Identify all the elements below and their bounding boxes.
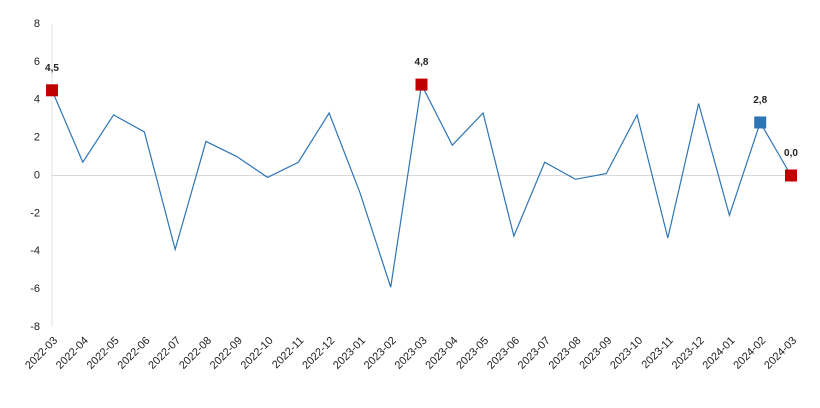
marker <box>46 84 58 97</box>
x-tick-label: 2022-07 <box>146 335 183 372</box>
y-tick-label: -6 <box>30 283 40 295</box>
y-tick-label: -8 <box>30 321 40 333</box>
data-label: 4,5 <box>45 63 59 74</box>
y-tick-label: 6 <box>34 56 40 68</box>
x-tick-label: 2023-06 <box>485 335 522 372</box>
y-tick-label: -4 <box>30 245 40 257</box>
x-tick-label: 2022-03 <box>23 335 60 372</box>
x-tick-label: 2023-05 <box>454 335 491 372</box>
x-tick-label: 2022-05 <box>85 335 122 372</box>
marker <box>415 78 428 91</box>
data-label: 2,8 <box>753 95 767 106</box>
x-tick-label: 2023-11 <box>640 335 676 371</box>
data-label: 0,0 <box>784 148 798 159</box>
data-label: 4,8 <box>415 57 429 68</box>
x-tick-label: 2022-10 <box>239 335 276 372</box>
x-tick-label: 2023-02 <box>362 335 399 372</box>
y-tick-label: -2 <box>30 207 40 219</box>
x-tick-label: 2022-08 <box>177 335 214 372</box>
x-tick-label: 2023-08 <box>547 335 584 372</box>
x-tick-label: 2022-12 <box>300 335 337 372</box>
x-tick-label: 2022-09 <box>208 335 245 372</box>
x-tick-label: 2023-12 <box>670 335 707 372</box>
x-tick-label: 2022-06 <box>116 335 153 372</box>
x-tick-label: 2023-07 <box>516 335 553 372</box>
y-tick-label: 8 <box>34 18 40 30</box>
x-tick-label: 2023-01 <box>331 335 368 372</box>
x-tick-label: 2024-02 <box>731 335 768 372</box>
x-tick-label: 2023-09 <box>577 335 614 372</box>
y-tick-label: 0 <box>34 169 40 181</box>
x-tick-label: 2024-01 <box>701 335 738 372</box>
x-tick-label: 2022-04 <box>54 335 91 372</box>
x-tick-label: 2023-03 <box>393 335 430 372</box>
y-tick-label: 2 <box>34 132 40 144</box>
y-tick-label: 4 <box>34 94 40 106</box>
x-tick-label: 2024-03 <box>762 335 799 372</box>
marker <box>785 169 797 182</box>
x-tick-label: 2023-04 <box>423 335 460 372</box>
line <box>51 82 792 288</box>
marker <box>754 116 767 129</box>
x-tick-label: 2022-11 <box>270 335 306 371</box>
x-tick-label: 2023-10 <box>608 335 645 372</box>
